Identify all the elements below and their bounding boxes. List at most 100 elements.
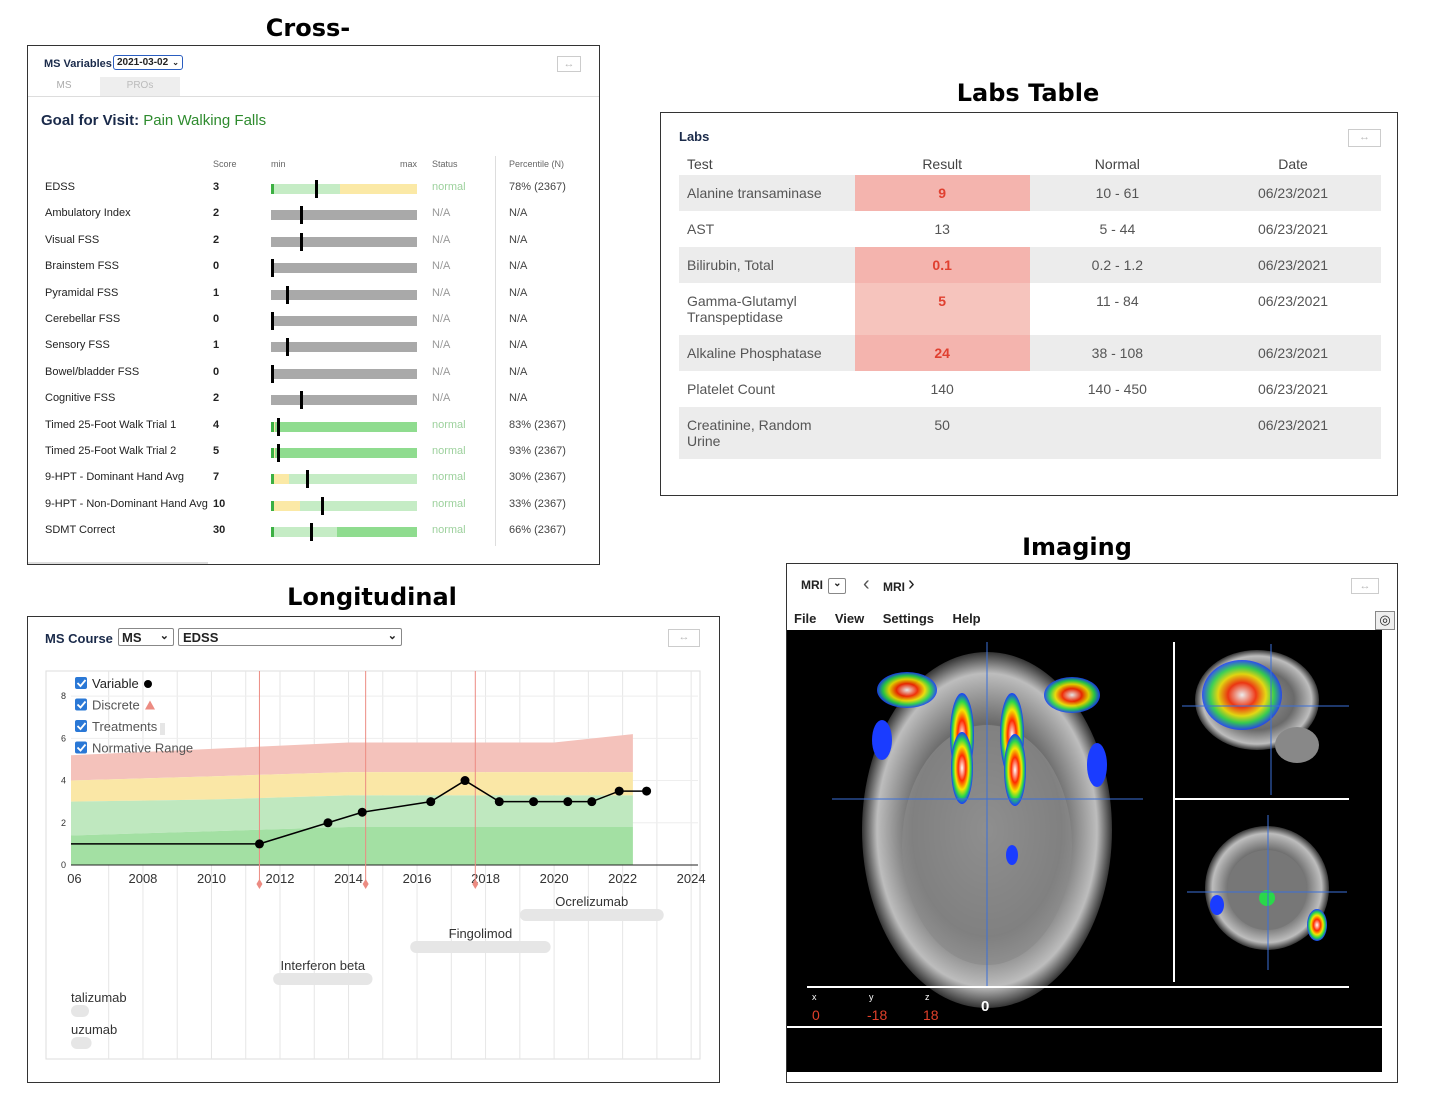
previous-icon[interactable]: ‹ [863, 573, 870, 595]
variable-row: 9-HPT - Non-Dominant Hand Avg 10 normal 33%… [28, 493, 598, 519]
variable-score: 3 [213, 181, 220, 193]
menu-file[interactable]: File [794, 611, 817, 626]
variable-score: 30 [213, 524, 226, 537]
variable-point [494, 797, 504, 807]
date-select-value: 2021-03-02 [117, 57, 169, 68]
course-select[interactable]: MS ⌄ [118, 628, 174, 646]
globe-icon[interactable]: ◎ [1375, 611, 1395, 630]
discrete-event-marker [472, 879, 479, 889]
variable-range-bar [271, 285, 417, 304]
lab-date: 06/23/2021 [1257, 221, 1329, 237]
discrete-event-marker [362, 879, 369, 889]
range-segment [271, 316, 417, 326]
column-min: min [271, 159, 286, 169]
min-marker [271, 474, 274, 485]
variable-label: Visual FSS [45, 233, 100, 246]
lab-test: Creatinine, Random Urine [679, 407, 855, 459]
min-marker [271, 527, 274, 538]
variable-point [642, 786, 652, 796]
next-icon[interactable]: › [908, 573, 915, 595]
expand-icon[interactable]: ↔ [668, 629, 700, 647]
scroll-divider [28, 562, 208, 564]
x-tick-label: 06 [67, 871, 81, 886]
column-max: max [400, 159, 418, 169]
variable-percentile: 93% (2367) [509, 445, 566, 457]
variable-status: N/A [432, 365, 451, 378]
range-segment [271, 263, 417, 274]
legend-bar-marker [160, 723, 165, 735]
treatment-bar [273, 973, 373, 985]
lab-test: Alanine transaminase [679, 175, 855, 211]
y-tick-label: 8 [61, 691, 66, 701]
score-marker [276, 444, 280, 462]
variable-label: SDMT Correct [45, 524, 116, 537]
variable-select[interactable]: EDSS ⌄ [178, 628, 402, 646]
menu-view[interactable]: View [834, 611, 865, 626]
y-tick-label: 2 [61, 818, 66, 828]
range-segment [300, 500, 337, 511]
viewer-canvas[interactable]: x y z 0 -18 18 0 [787, 630, 1382, 1072]
variable-range-bar [271, 206, 417, 225]
expand-icon[interactable]: ↔ [557, 56, 581, 72]
x-tick-label: 2018 [471, 871, 500, 886]
x-tick-label: 2020 [540, 871, 569, 886]
variable-label: Ambulatory Index [45, 207, 131, 220]
expand-icon[interactable]: ↔ [1348, 129, 1381, 147]
axial-view[interactable] [832, 642, 1143, 1008]
variable-range-bar [271, 496, 417, 515]
variable-status: N/A [432, 207, 451, 220]
variable-score: 0 [213, 260, 220, 273]
treatment-bar [519, 909, 664, 921]
legend-checkbox [75, 677, 87, 689]
range-segment [339, 184, 417, 194]
modality-select-value: MRI [801, 578, 823, 593]
legend-label: Discrete [92, 698, 140, 713]
variable-percentile: N/A [509, 207, 528, 220]
variable-range-bar [271, 232, 417, 251]
legend-circle-marker [144, 680, 152, 688]
variable-score: 2 [213, 233, 220, 246]
variable-score: 5 [213, 445, 220, 457]
variable-status: N/A [432, 233, 451, 246]
score-marker [276, 417, 280, 436]
legend-label: Variable [92, 676, 139, 691]
variable-percentile: N/A [509, 260, 528, 273]
expand-icon[interactable]: ↔ [1351, 578, 1379, 594]
coronal-view[interactable] [1187, 815, 1347, 970]
viewer-divider [787, 1026, 1382, 1028]
lab-row: Alkaline Phosphatase 24 38 - 108 06/23/2021 [679, 335, 1381, 371]
mri-views [807, 642, 1349, 1008]
modality-select[interactable]: MRI ⌄ [801, 578, 847, 594]
variable-percentile: 83% (2367) [509, 418, 566, 431]
menu-help[interactable]: Help [952, 611, 981, 626]
variable-percentile: N/A [509, 365, 528, 378]
lab-test: Platelet Count [687, 381, 775, 397]
date-select[interactable]: 2021-03-02 ⌄ [113, 55, 183, 70]
tab-pros[interactable]: PROs [100, 77, 180, 96]
discrete-event-marker [256, 879, 263, 889]
coord-x-value: 0 [812, 1007, 820, 1023]
sagittal-view[interactable] [1182, 644, 1349, 795]
score-marker [285, 285, 289, 304]
score-marker [300, 206, 304, 225]
x-tick-label: 2022 [608, 871, 637, 886]
lab-date: 06/23/2021 [1257, 381, 1329, 397]
lab-result: 9 [854, 175, 1030, 211]
legend-label: Treatments [92, 719, 158, 734]
lab-row: Bilirubin, Total 0.1 0.2 - 1.2 06/23/2021 [679, 247, 1381, 283]
variable-percentile: N/A [509, 286, 528, 299]
labs-table: Test Result Normal Date Alanine transami… [679, 153, 1381, 459]
variable-range-bar [271, 391, 417, 410]
lab-normal: 5 - 44 [1099, 221, 1136, 237]
variable-range-bar [271, 523, 417, 542]
check-icon [76, 743, 87, 752]
tab-ms[interactable]: MS [56, 80, 72, 91]
variable-status: normal [432, 418, 466, 431]
variable-status: N/A [432, 313, 451, 325]
heading-longitudinal: Longitudinal [287, 583, 457, 611]
variable-percentile: N/A [509, 392, 528, 405]
y-tick-label: 6 [61, 733, 66, 743]
lab-result: 24 [854, 335, 1030, 371]
menu-settings[interactable]: Settings [882, 611, 934, 626]
imaging-menu: File View Settings Help [794, 610, 995, 628]
